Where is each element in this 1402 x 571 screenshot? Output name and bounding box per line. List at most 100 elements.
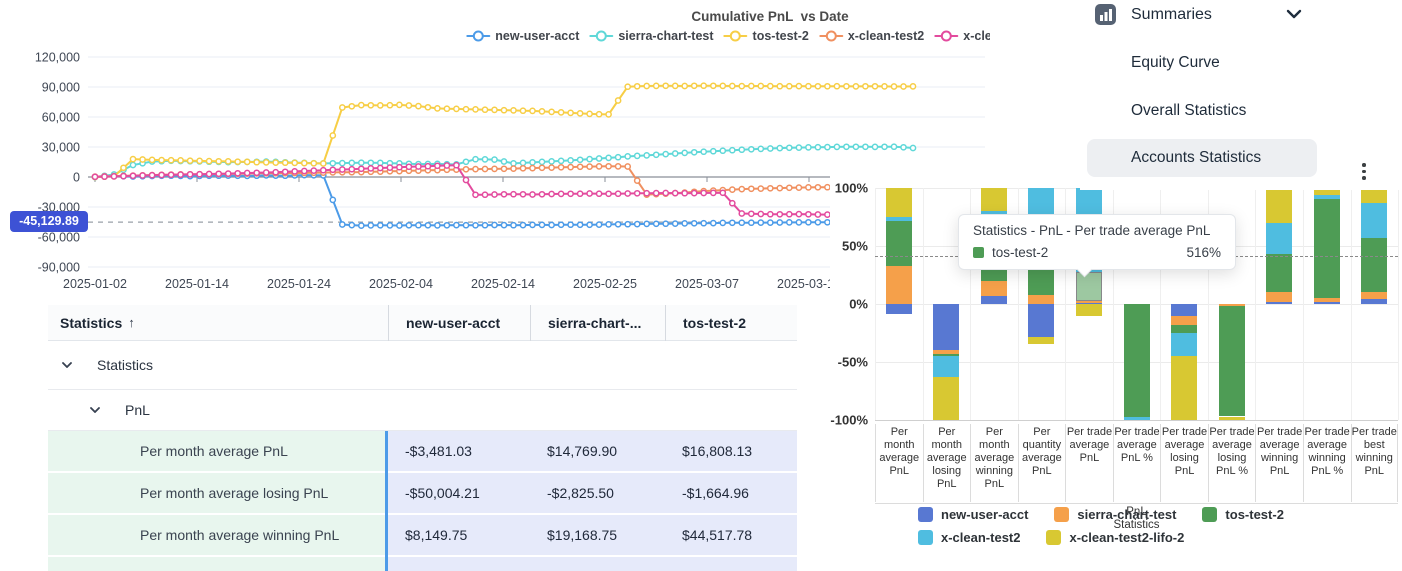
line-series-new-user-acct[interactable]: [91, 171, 917, 229]
legend-item-sierra-chart-test[interactable]: sierra-chart-test: [1054, 507, 1176, 522]
bar-segment[interactable]: [1361, 299, 1388, 304]
table-row: Per month average PnL -$3,481.03 $14,769.9…: [48, 431, 797, 473]
bar-segment[interactable]: [980, 188, 1007, 212]
bar-segment[interactable]: [1313, 195, 1340, 199]
bar-segment[interactable]: [1076, 304, 1102, 316]
bar-segment[interactable]: [1028, 294, 1055, 304]
bar-segment[interactable]: [1218, 304, 1245, 307]
bar-segment[interactable]: [1123, 304, 1150, 417]
bar-segment[interactable]: [885, 188, 912, 217]
line-series-tos-test-2[interactable]: [91, 82, 917, 181]
bar-x-label: Per month average winning PnL: [970, 424, 1018, 502]
bar-segment[interactable]: [1313, 188, 1340, 195]
bar-segment[interactable]: [1361, 203, 1388, 238]
line-marker-icon: [466, 30, 491, 42]
summaries-nav-panel: Summaries Equity Curve Overall Statistic…: [1080, 0, 1402, 190]
bar-segment[interactable]: [1313, 301, 1340, 304]
bar-segment[interactable]: [1171, 324, 1197, 333]
bar-segment[interactable]: [1361, 237, 1388, 293]
legend-item-x-clean-test2[interactable]: x-clean-test2: [818, 29, 924, 43]
nav-item-overall-statistics[interactable]: Overall Statistics: [1131, 102, 1247, 119]
bar-x-label: Per trade average losing PnL %: [1207, 424, 1256, 502]
column-header-tos-test-2[interactable]: tos-test-2: [665, 305, 797, 341]
bar-segment[interactable]: [1313, 198, 1340, 299]
nav-section-summaries[interactable]: Summaries: [1131, 6, 1212, 23]
chevron-down-icon[interactable]: [62, 362, 72, 368]
bar-segment[interactable]: [1218, 416, 1245, 420]
nav-item-accounts-statistics[interactable]: Accounts Statistics: [1087, 139, 1317, 177]
bar-segment[interactable]: [1171, 304, 1197, 316]
bar-segment[interactable]: [885, 304, 912, 315]
legend-label: x-clean-test2-lifo-2: [1069, 530, 1185, 545]
bar-segment[interactable]: [980, 280, 1007, 296]
table-row: Per month average winning PnL $8,149.75 $1…: [48, 515, 797, 557]
bar-segment[interactable]: [885, 220, 912, 266]
bar-segment[interactable]: [1171, 356, 1197, 420]
bar-segment[interactable]: [1266, 188, 1293, 223]
column-header-statistics[interactable]: Statistics ↑: [60, 314, 135, 331]
group-row-statistics[interactable]: Statistics: [48, 341, 797, 390]
bar-segment[interactable]: [933, 353, 960, 357]
bar-segment[interactable]: [1266, 301, 1293, 304]
cell-value: $0.622: [665, 557, 797, 571]
bar-segment[interactable]: [1171, 315, 1197, 325]
y-axis-tick-label: -90,000: [38, 261, 80, 275]
legend-item-tos-test-2[interactable]: tos-test-2: [1202, 507, 1284, 522]
group-row-pnl[interactable]: PnL: [48, 390, 797, 431]
bar-segment[interactable]: [1266, 222, 1293, 255]
bar-segment[interactable]: [1361, 292, 1388, 300]
legend-label: tos-test-2: [752, 29, 809, 43]
legend-item-new-user-acct[interactable]: new-user-acct: [466, 29, 579, 43]
line-marker-icon: [723, 30, 748, 42]
bar-segment[interactable]: [1123, 416, 1150, 420]
bar-segment[interactable]: [1028, 336, 1055, 344]
bar-x-label: Per trade average PnL: [1065, 424, 1113, 502]
bar-segment[interactable]: [885, 217, 912, 221]
legend-item-tos-test-2[interactable]: tos-test-2: [723, 29, 809, 43]
sort-asc-icon[interactable]: ↑: [128, 315, 135, 330]
chevron-down-icon[interactable]: [1286, 9, 1302, 19]
bar-segment[interactable]: [1076, 302, 1102, 304]
more-options-icon[interactable]: [1356, 163, 1372, 183]
legend-item-new-user-acct[interactable]: new-user-acct: [918, 507, 1028, 522]
x-axis-tick-label: 2025-01-02: [63, 277, 127, 291]
bar-segment[interactable]: [933, 304, 960, 351]
y-axis-tick-label: 120,000: [35, 51, 80, 65]
chevron-down-icon[interactable]: [90, 407, 100, 413]
bar-segment[interactable]: [933, 350, 960, 354]
bar-segment-highlighted[interactable]: [1076, 271, 1102, 301]
legend-item-sierra-chart-test[interactable]: sierra-chart-test: [589, 29, 714, 43]
x-axis-tick-label: 2025-01-14: [165, 277, 229, 291]
bar-segment[interactable]: [933, 377, 960, 420]
bar-segment[interactable]: [1266, 292, 1293, 302]
legend-label: sierra-chart-test: [1077, 507, 1177, 522]
legend-item-x-clean-test2-lifo-2[interactable]: x-clean-test2-lifo-2: [934, 29, 990, 43]
cell-value: $8,149.75: [388, 515, 530, 557]
legend-item-x-clean-test2-lifo-2[interactable]: x-clean-test2-lifo-2: [1046, 530, 1184, 545]
line-marker-icon: [934, 30, 959, 42]
column-header-sierra-chart[interactable]: sierra-chart-...: [530, 305, 665, 341]
x-axis-tick-label: 2025-01-24: [267, 277, 331, 291]
bar-y-tick-label: -50%: [837, 354, 868, 370]
bar-x-label: Per trade average PnL %: [1112, 424, 1161, 502]
cell-value: -$50,004.21: [388, 473, 530, 515]
bar-segment[interactable]: [1313, 298, 1340, 302]
tooltip-series-row: tos-test-2 516%: [973, 245, 1221, 260]
bar-gridline-v: [1065, 188, 1067, 420]
bar-segment[interactable]: [1076, 300, 1102, 303]
bar-segment[interactable]: [980, 295, 1007, 304]
column-header-new-user-acct[interactable]: new-user-acct: [388, 305, 530, 341]
legend-item-x-clean-test2[interactable]: x-clean-test2: [918, 530, 1020, 545]
bar-segment[interactable]: [1361, 188, 1388, 204]
bar-segment[interactable]: [933, 356, 960, 378]
nav-item-equity-curve[interactable]: Equity Curve: [1131, 54, 1220, 71]
bar-x-label: Per trade best winning PnL: [1350, 424, 1398, 502]
bar-segment[interactable]: [1266, 254, 1293, 293]
bar-segment[interactable]: [1171, 333, 1197, 357]
bar-y-tick-label: 50%: [841, 238, 868, 254]
legend-swatch-icon: [1046, 530, 1062, 545]
bar-segment[interactable]: [1028, 304, 1055, 337]
bar-segment[interactable]: [885, 265, 912, 304]
bar-segment[interactable]: [1218, 306, 1245, 417]
x-axis-tick-label: 2025-02-04: [369, 277, 433, 291]
